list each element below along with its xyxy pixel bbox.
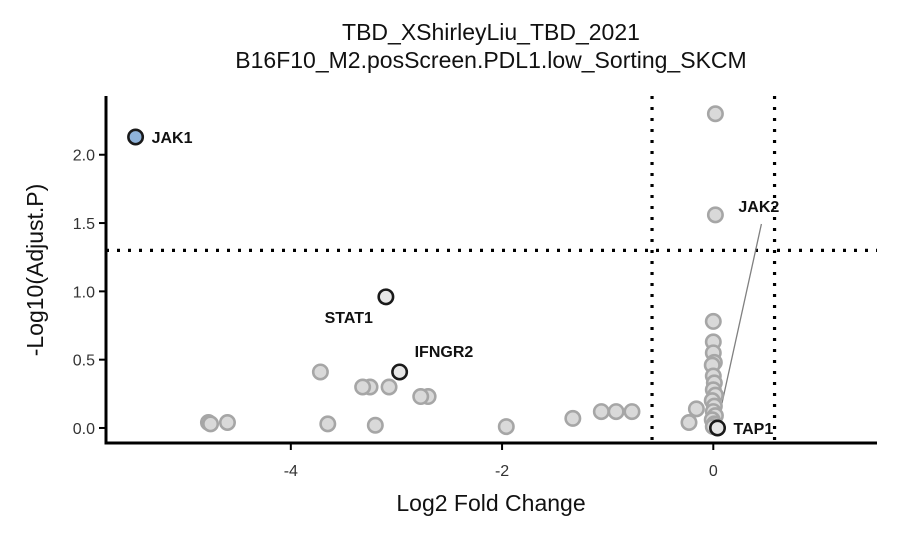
- data-point-background: [607, 403, 625, 421]
- data-point-labeled: [391, 363, 409, 381]
- data-point-labeled: [709, 419, 727, 437]
- data-point-background: [704, 312, 722, 330]
- data-point-background: [202, 415, 220, 433]
- leader-line-jak2: [716, 223, 763, 425]
- data-points: [127, 105, 727, 437]
- x-tick-label: -2: [495, 463, 509, 480]
- data-point-background: [319, 415, 337, 433]
- gene-label-stat1: STAT1: [325, 310, 373, 327]
- data-point-background: [564, 409, 582, 427]
- y-tick-label: 0.0: [73, 421, 95, 438]
- data-point-background: [497, 418, 515, 436]
- x-tick-label: -4: [284, 463, 298, 480]
- leader-lines: [716, 223, 763, 425]
- gene-label-jak2: JAK2: [738, 199, 779, 216]
- gene-label-ifngr2: IFNGR2: [415, 344, 474, 361]
- data-point-background: [311, 363, 329, 381]
- data-point-background: [366, 416, 384, 434]
- threshold-lines: [106, 96, 877, 443]
- data-point-background: [380, 378, 398, 396]
- data-point-background: [706, 206, 724, 224]
- x-tick-label: 0: [709, 463, 718, 480]
- x-axis-title: Log2 Fold Change: [396, 490, 585, 516]
- y-axis-title: -Log10(Adjust.P): [22, 184, 48, 357]
- data-point-background: [354, 378, 372, 396]
- data-point-highlight: [127, 128, 145, 146]
- data-point-background: [706, 105, 724, 123]
- data-point-background: [680, 414, 698, 432]
- y-tick-label: 1.5: [73, 216, 95, 233]
- gene-label-jak1: JAK1: [152, 130, 193, 147]
- axes: 0.0 0.5 1.0 1.5 2.0 -4 -2 0: [73, 96, 877, 480]
- data-point-background: [412, 388, 430, 406]
- chart-title: TBD_XShirleyLiu_TBD_2021: [342, 19, 640, 45]
- gene-label-tap1: TAP1: [734, 421, 774, 438]
- y-tick-label: 2.0: [73, 148, 95, 165]
- data-point-background: [218, 414, 236, 432]
- y-tick-label: 0.5: [73, 353, 95, 370]
- data-point-background: [623, 403, 641, 421]
- gene-labels: JAK1 STAT1 IFNGR2 JAK2 TAP1: [152, 130, 780, 438]
- data-point-background: [687, 400, 705, 418]
- data-point-labeled: [377, 288, 395, 306]
- chart-subtitle: B16F10_M2.posScreen.PDL1.low_Sorting_SKC…: [235, 47, 746, 73]
- data-point-background: [592, 403, 610, 421]
- y-tick-label: 1.0: [73, 284, 95, 301]
